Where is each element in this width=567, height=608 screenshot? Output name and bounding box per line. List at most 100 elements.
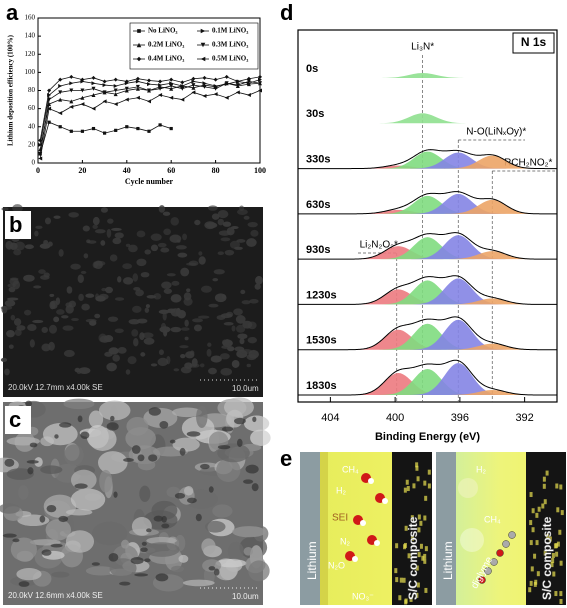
grain <box>89 320 97 326</box>
carbon-grain <box>419 520 423 526</box>
marker <box>113 77 118 82</box>
grain <box>186 288 191 293</box>
grain <box>33 285 42 289</box>
marker <box>47 88 52 93</box>
grain <box>0 305 13 310</box>
grain <box>250 229 259 237</box>
grain <box>42 423 78 446</box>
peak <box>350 289 447 305</box>
peak <box>410 278 507 305</box>
grain <box>13 318 22 326</box>
marker <box>137 29 141 33</box>
grain <box>163 228 171 236</box>
marker <box>91 75 96 80</box>
plot-frame <box>297 29 558 403</box>
spectrum-label: 930s <box>306 244 330 256</box>
bubble <box>460 528 484 552</box>
grain <box>198 251 203 256</box>
marker <box>113 92 118 97</box>
pore <box>26 460 39 464</box>
grain <box>114 232 124 239</box>
grain <box>146 295 157 299</box>
grain <box>65 508 93 516</box>
grain <box>123 277 134 285</box>
sem-info: 20.0kV 12.6mm x4.00k SE <box>8 591 103 600</box>
grain <box>35 225 43 229</box>
grain <box>144 307 150 313</box>
carbon-grain <box>403 487 407 493</box>
grain <box>157 357 169 367</box>
grain <box>153 293 162 300</box>
marker <box>124 97 129 102</box>
grain <box>81 303 90 311</box>
carbon-grain <box>399 577 403 583</box>
grain <box>88 427 117 451</box>
grain <box>158 205 166 213</box>
grain <box>247 221 258 228</box>
carbon-grain <box>404 525 408 531</box>
species-label: N₂O <box>328 560 345 570</box>
grain <box>128 244 138 253</box>
carbon-grain <box>558 529 562 535</box>
carbon-grain <box>556 507 560 513</box>
diglyme-atom <box>484 567 492 575</box>
marker <box>135 76 140 81</box>
grain <box>233 308 243 316</box>
marker <box>235 83 240 88</box>
marker <box>235 79 240 84</box>
carbon-grain <box>559 598 563 604</box>
marker <box>91 86 96 91</box>
envelope <box>298 359 557 396</box>
carbon-grain <box>535 512 539 518</box>
spectrum-label: 30s <box>306 108 324 120</box>
marker <box>69 99 74 104</box>
annotation: N-O(LiNₓOy)* <box>466 127 526 138</box>
grain <box>184 319 189 327</box>
carbon-grain <box>534 579 538 585</box>
carbon-grain <box>406 486 410 492</box>
pore <box>140 547 148 553</box>
marker <box>91 106 96 111</box>
grain <box>126 416 149 436</box>
grain <box>158 349 164 356</box>
grain <box>16 568 42 581</box>
grain <box>172 437 200 452</box>
peak <box>379 369 476 395</box>
grain <box>92 521 128 546</box>
grain <box>220 353 230 360</box>
grain <box>83 253 89 259</box>
grain <box>213 269 225 275</box>
grain <box>231 359 240 368</box>
grain <box>48 341 55 351</box>
grain <box>40 275 50 280</box>
peak <box>410 193 507 214</box>
grain <box>24 244 34 250</box>
grain <box>77 274 84 284</box>
grain <box>214 293 227 303</box>
grain <box>132 273 139 282</box>
carbon-grain <box>531 527 535 533</box>
peak <box>350 329 447 350</box>
sem-texture <box>0 204 263 376</box>
grain <box>220 237 231 242</box>
carbon-grain <box>529 580 533 586</box>
species-label: NO₃⁻ <box>352 591 374 601</box>
marker <box>224 74 229 79</box>
pore <box>148 454 158 462</box>
carbon-grain <box>423 553 427 559</box>
marker <box>102 99 107 104</box>
pore <box>155 573 169 582</box>
marker <box>135 84 140 89</box>
marker <box>213 86 218 91</box>
marker <box>47 106 52 111</box>
legend-label: No LiNO₃ <box>148 27 178 35</box>
grain <box>66 286 73 294</box>
carbon-grain <box>542 483 546 489</box>
grain <box>237 333 248 340</box>
grain <box>166 273 176 277</box>
grain <box>88 410 104 428</box>
legend-label: 0.4M LiNO₃ <box>148 55 184 63</box>
pore <box>252 416 257 423</box>
grain <box>183 297 193 306</box>
grain <box>137 459 156 471</box>
